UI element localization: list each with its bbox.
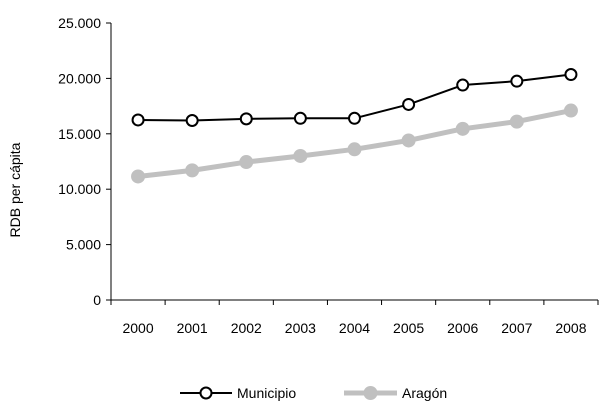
legend-label: Aragón: [402, 385, 447, 401]
y-tick-label: 20.000: [58, 70, 101, 86]
y-tick-label: 5.000: [66, 237, 101, 253]
data-point: [185, 114, 199, 128]
x-tick-label: 2002: [231, 320, 262, 336]
legend: Municipio Aragón: [180, 385, 447, 401]
series-municipio: [131, 68, 578, 128]
series-aragón: [131, 103, 578, 184]
data-point: [348, 111, 361, 125]
y-axis-title: RDB per cápita: [7, 142, 23, 237]
x-tick-label: 2001: [177, 320, 208, 336]
data-point: [131, 169, 146, 184]
x-tick-label: 2003: [285, 320, 316, 336]
legend-item-municipio: Municipio: [180, 385, 296, 401]
x-tick-label: 2008: [555, 320, 586, 336]
axes: 0 5.000 10.000 15.000 20.000 25.000 2000 2001 20…: [58, 15, 599, 336]
legend-item-aragón: Aragón: [344, 385, 447, 401]
y-tick-label: 10.000: [58, 181, 101, 197]
data-point: [456, 78, 470, 92]
x-tick-label: 2004: [339, 320, 370, 336]
data-point: [239, 155, 254, 170]
data-point: [455, 121, 470, 136]
data-point: [293, 148, 308, 163]
y-tick-label: 0: [93, 292, 101, 308]
legend-marker: [363, 386, 378, 400]
legend-marker: [199, 386, 213, 400]
data-point: [509, 114, 524, 129]
data-point: [131, 113, 145, 127]
data-point: [563, 103, 578, 118]
data-point: [402, 97, 416, 111]
legend-label: Municipio: [237, 385, 296, 401]
y-tick-label: 15.000: [58, 126, 101, 142]
series-layer: [131, 68, 578, 184]
data-point: [185, 163, 200, 178]
y-tick-label: 25.000: [58, 15, 101, 31]
data-point: [401, 133, 416, 148]
data-point: [564, 68, 578, 82]
data-point: [510, 74, 524, 88]
x-tick-label: 2000: [122, 320, 153, 336]
x-tick-label: 2007: [501, 320, 532, 336]
x-tick-label: 2006: [447, 320, 478, 336]
x-tick-label: 2005: [393, 320, 424, 336]
data-point: [239, 112, 253, 126]
data-point: [347, 142, 362, 157]
data-point: [293, 111, 307, 125]
